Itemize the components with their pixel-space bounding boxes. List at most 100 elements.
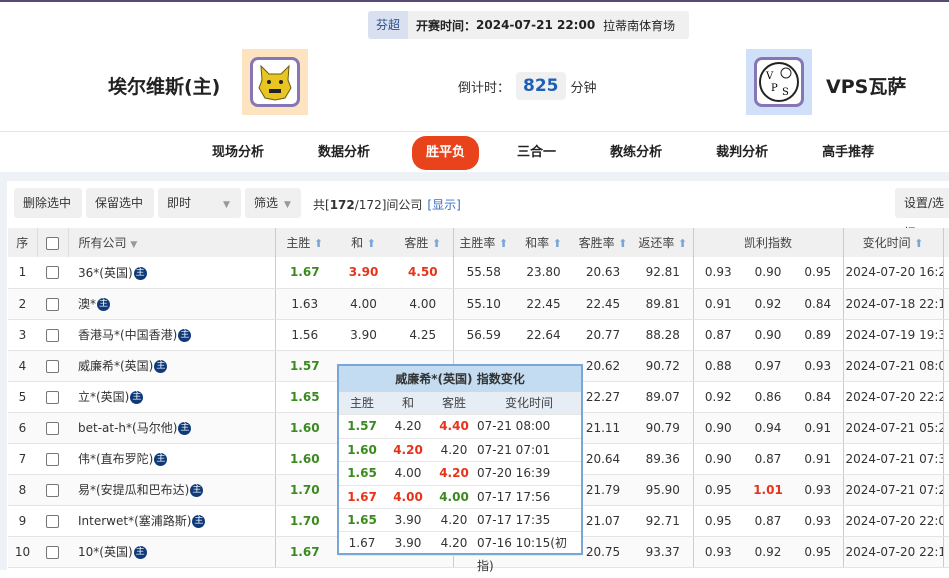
cell-kelly-home: 0.93 (693, 536, 743, 568)
cell-company[interactable]: 威廉希*(英国) 主 (68, 350, 276, 382)
select-all-checkbox[interactable] (46, 236, 59, 250)
cell-select[interactable] (37, 319, 68, 351)
company-name[interactable]: bet-at-h*(马尔他) (78, 421, 178, 435)
company-name[interactable]: Interwet*(塞浦路斯) (78, 514, 192, 528)
col-company[interactable]: 所有公司 ▼ (68, 228, 276, 257)
cell-ar: 22.45 (573, 288, 633, 320)
cell-h: 1.70 (275, 505, 334, 537)
col-return-rate[interactable]: 返还率 ⬆ (633, 228, 694, 257)
show-link[interactable]: [显示] (427, 198, 461, 212)
cell-kelly-away: 0.93 (793, 350, 844, 382)
company-name[interactable]: 立*(英国) (78, 390, 130, 404)
sort-up-icon: ⬆ (495, 237, 509, 250)
row-checkbox[interactable] (46, 421, 59, 435)
cell-kelly-home: 0.90 (693, 443, 743, 475)
main-badge-icon: 主 (97, 298, 111, 311)
cell-kelly-draw: 0.87 (743, 443, 793, 475)
col-select-all[interactable] (37, 228, 69, 257)
cell-select[interactable] (37, 536, 68, 568)
cell-d: 3.90 (334, 319, 393, 351)
popup-row: 1.57 4.20 4.40 07-21 08:00 (339, 415, 581, 439)
odds-change-popup: 威廉希*(英国) 指数变化 主胜 和 客胜 变化时间 1.57 4.20 4.40 0… (337, 364, 583, 573)
company-name[interactable]: 香港马*(中国香港) (78, 328, 178, 342)
popup-away: 4.20 (440, 536, 468, 551)
col-draw-rate[interactable]: 和率 ⬆ (514, 228, 573, 257)
col-away[interactable]: 客胜 ⬆ (393, 228, 454, 257)
cell-d: 4.00 (334, 288, 393, 320)
cell-i: 8 (8, 474, 37, 506)
company-name[interactable]: 10*(英国) (78, 545, 133, 559)
popup-away: 4.20 (440, 512, 468, 527)
cell-select[interactable] (37, 381, 68, 413)
company-name[interactable]: 澳* (78, 297, 97, 311)
col-away-rate[interactable]: 客胜率 ⬆ (573, 228, 633, 257)
tab-3[interactable]: 三合一 (517, 145, 557, 160)
row-checkbox[interactable] (46, 514, 59, 528)
cell-h: 1.60 (275, 443, 334, 475)
cell-select[interactable] (37, 350, 68, 382)
cell-hr: 55.10 (453, 288, 514, 320)
cell-dr: 22.45 (514, 288, 573, 320)
tab-2[interactable]: 胜平负 (412, 136, 480, 170)
cell-select[interactable] (37, 443, 68, 475)
company-name[interactable]: 伟*(直布罗陀) (78, 452, 154, 466)
row-checkbox[interactable] (46, 328, 59, 342)
row-checkbox[interactable] (46, 483, 59, 497)
cell-company[interactable]: 香港马*(中国香港) 主 (68, 319, 276, 351)
cell-select[interactable] (37, 474, 68, 506)
cell-company[interactable]: 澳* 主 (68, 288, 276, 320)
cell-company[interactable]: Interwet*(塞浦路斯) 主 (68, 505, 276, 537)
col-home[interactable]: 主胜 ⬆ (275, 228, 334, 257)
tab-4[interactable]: 教练分析 (610, 145, 663, 160)
company-name[interactable]: 威廉希*(英国) (78, 359, 154, 373)
company-name[interactable]: 36*(英国) (78, 265, 133, 280)
cell-h: 1.57 (275, 350, 334, 382)
home-team-logo[interactable] (242, 49, 308, 115)
col-change-time[interactable]: 变化时间 ⬆ (843, 228, 944, 257)
cell-kelly-home: 0.93 (693, 257, 743, 289)
cell-ret: 92.71 (633, 505, 694, 537)
cell-company[interactable]: 立*(英国) 主 (68, 381, 276, 413)
keep-selected-button[interactable]: 保留选中 (86, 188, 154, 218)
popup-col-away: 客胜 (441, 396, 466, 410)
cell-company[interactable]: bet-at-h*(马尔他) 主 (68, 412, 276, 444)
cell-company[interactable]: 易*(安提瓜和巴布达) 主 (68, 474, 276, 506)
row-checkbox[interactable] (46, 545, 59, 559)
delete-selected-button[interactable]: 删除选中 (14, 188, 82, 218)
row-checkbox[interactable] (46, 297, 59, 311)
tab-6[interactable]: 高手推荐 (822, 145, 875, 160)
cell-select[interactable] (37, 412, 68, 444)
lynx-icon (258, 64, 292, 101)
col-draw[interactable]: 和 ⬆ (334, 228, 393, 257)
tab-1[interactable]: 数据分析 (318, 145, 371, 160)
filter-dropdown[interactable]: 筛选 ▼ (245, 188, 301, 218)
league-link[interactable]: 芬超 (368, 11, 409, 39)
cell-select[interactable] (37, 288, 68, 320)
cell-kelly-draw: 0.90 (743, 257, 793, 289)
row-checkbox[interactable] (46, 266, 59, 280)
tab-5[interactable]: 裁判分析 (716, 145, 769, 160)
cell-company[interactable]: 36*(英国) 主 (68, 257, 276, 289)
company-name[interactable]: 易*(安提瓜和巴布达) (78, 483, 190, 497)
popup-draw: 4.20 (393, 442, 423, 457)
cell-company[interactable]: 10*(英国) 主 (68, 536, 276, 568)
settings-button[interactable]: 设置/选择 (895, 188, 949, 240)
col-home-rate[interactable]: 主胜率 ⬆ (453, 228, 514, 257)
row-checkbox[interactable] (46, 390, 59, 404)
home-team-name[interactable]: 埃尔维斯(主) (108, 76, 221, 98)
cell-select[interactable] (37, 505, 68, 537)
mode-select[interactable]: 即时 ▼ (158, 188, 241, 218)
cell-d: 3.90 (334, 257, 393, 289)
cell-kelly-away: 0.91 (793, 412, 844, 444)
away-team-name[interactable]: VPS瓦萨 (826, 76, 907, 98)
cell-kelly-away: 0.93 (793, 505, 844, 537)
cell-select[interactable] (37, 257, 68, 289)
row-checkbox[interactable] (46, 359, 59, 373)
tab-0[interactable]: 现场分析 (212, 145, 265, 160)
cell-h: 1.60 (275, 412, 334, 444)
cell-kelly-away: 0.89 (793, 319, 844, 351)
row-checkbox[interactable] (46, 452, 59, 466)
popup-away: 4.00 (439, 489, 469, 504)
cell-company[interactable]: 伟*(直布罗陀) 主 (68, 443, 276, 475)
